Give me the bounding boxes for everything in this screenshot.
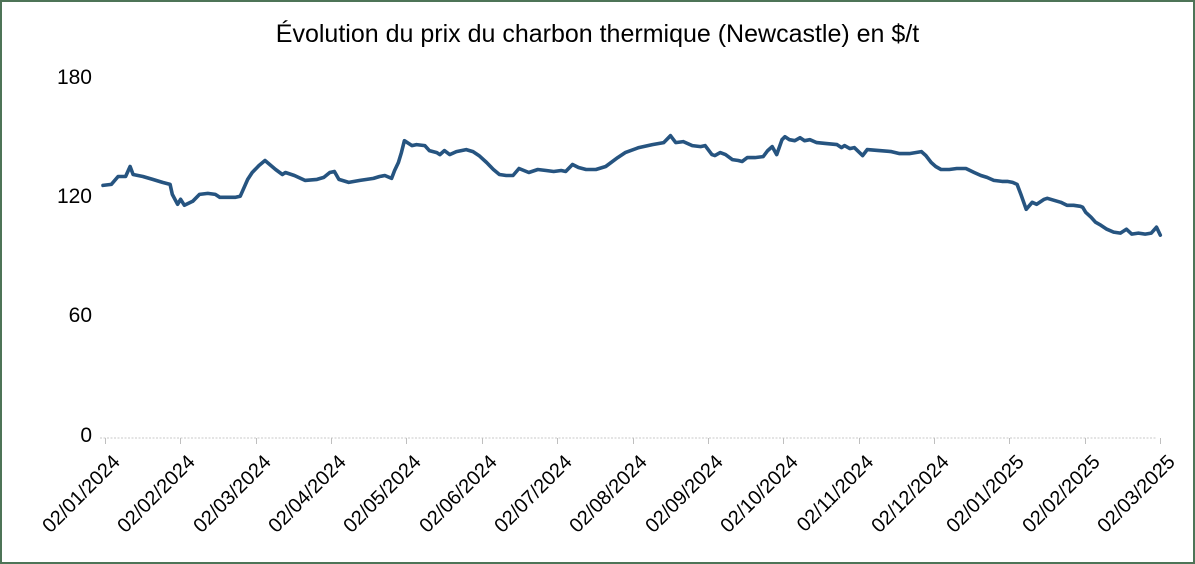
y-axis-tick-label: 180 bbox=[56, 66, 92, 89]
y-axis-tick-label: 120 bbox=[56, 185, 92, 208]
y-axis-tick-label: 0 bbox=[80, 424, 92, 447]
chart-title: Évolution du prix du charbon thermique (… bbox=[275, 20, 920, 48]
price-series-line bbox=[101, 133, 1163, 237]
y-axis-tick-label: 60 bbox=[68, 304, 92, 327]
